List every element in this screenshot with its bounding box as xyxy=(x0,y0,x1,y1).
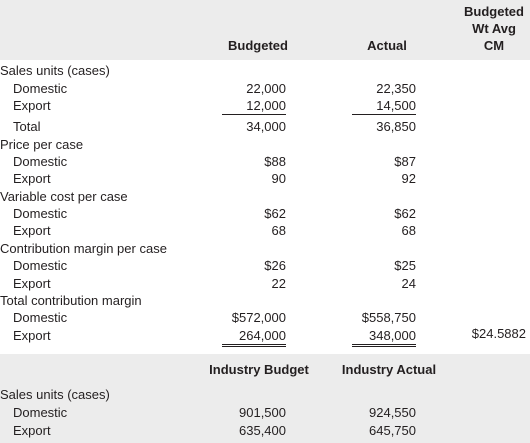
cell-value: 68 xyxy=(271,223,286,238)
row-label: Export xyxy=(13,98,51,113)
cell-value: 92 xyxy=(401,171,416,186)
cell-value: 14,500 xyxy=(352,98,416,115)
cell-value: $62 xyxy=(394,206,416,221)
row-label: Domestic xyxy=(13,405,68,420)
row-label: Domestic xyxy=(13,81,68,96)
industry-band xyxy=(0,354,530,443)
wt-avg-cm-value: $24.5882 xyxy=(471,326,526,341)
section-price: Price per case xyxy=(0,137,84,152)
header-budgeted: Budgeted xyxy=(228,38,288,53)
cell-value: 635,400 xyxy=(239,423,286,438)
row-label: Domestic xyxy=(13,206,68,221)
section-total-cm: Total contribution margin xyxy=(0,293,142,308)
row-label: Export xyxy=(13,276,51,291)
cell-value: 348,000 xyxy=(352,328,416,347)
header-band xyxy=(0,0,530,60)
cell-value: 90 xyxy=(271,171,286,186)
cell-value: 264,000 xyxy=(222,328,286,347)
header-industry-actual: Industry Actual xyxy=(341,362,437,377)
cell-value: $62 xyxy=(264,206,286,221)
section-variable-cost: Variable cost per case xyxy=(0,189,128,204)
row-label: Total xyxy=(13,119,41,134)
cell-value: $25 xyxy=(394,258,416,273)
section-sales-units: Sales units (cases) xyxy=(0,63,110,78)
cell-value: 22 xyxy=(271,276,286,291)
cell-value: 645,750 xyxy=(369,423,416,438)
row-label: Domestic xyxy=(13,310,68,325)
row-label: Export xyxy=(13,328,51,343)
section-cm-per-case: Contribution margin per case xyxy=(0,241,167,256)
header-wt-avg-line2: Wt Avg xyxy=(472,21,516,36)
cell-value: 22,350 xyxy=(376,81,416,96)
cell-value: 901,500 xyxy=(239,405,286,420)
cell-value: 22,000 xyxy=(246,81,286,96)
row-label: Domestic xyxy=(13,258,68,273)
header-wt-avg-line3: CM xyxy=(483,38,505,53)
cell-value: 924,550 xyxy=(369,405,416,420)
cell-value: $26 xyxy=(264,258,286,273)
header-industry-budget: Industry Budget xyxy=(209,362,309,377)
row-label: Export xyxy=(13,423,51,438)
header-actual: Actual xyxy=(367,38,407,53)
header-wt-avg-line1: Budgeted xyxy=(464,4,524,19)
cell-value: 36,850 xyxy=(376,119,416,134)
row-label: Domestic xyxy=(13,154,68,169)
cell-value: $572,000 xyxy=(231,310,286,325)
section-industry-sales-units: Sales units (cases) xyxy=(0,387,110,402)
cell-value: $88 xyxy=(264,154,286,169)
cell-value: $87 xyxy=(394,154,416,169)
cell-value: 68 xyxy=(401,223,416,238)
cell-value: 24 xyxy=(401,276,416,291)
cell-value: 12,000 xyxy=(222,98,286,115)
row-label: Export xyxy=(13,223,51,238)
cell-value: 34,000 xyxy=(246,119,286,134)
row-label: Export xyxy=(13,171,51,186)
cell-value: $558,750 xyxy=(361,310,416,325)
